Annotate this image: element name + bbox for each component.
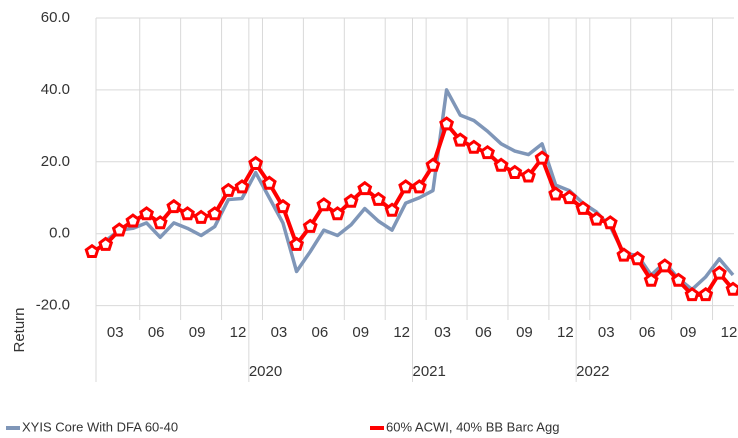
point-marker — [261, 175, 277, 190]
y-tick-label: 40.0 — [41, 81, 70, 98]
point-marker — [343, 193, 359, 208]
point-marker — [548, 186, 564, 201]
point-marker — [507, 164, 523, 179]
x-tick-label: 12 — [230, 324, 247, 341]
point-marker — [398, 179, 414, 194]
point-marker — [139, 206, 155, 221]
point-marker — [602, 215, 618, 230]
point-marker — [166, 198, 182, 214]
point-marker — [98, 236, 114, 251]
x-tick-label: 03 — [598, 324, 615, 341]
x-tick-label: 09 — [516, 324, 533, 341]
point-marker — [289, 236, 305, 251]
point-marker — [670, 272, 686, 287]
point-marker — [425, 157, 441, 172]
year-label: 2021 — [413, 363, 446, 380]
y-tick-label: 0.0 — [49, 225, 70, 242]
point-marker — [316, 197, 332, 212]
point-marker — [616, 247, 632, 262]
point-marker — [193, 209, 209, 224]
point-marker — [493, 157, 509, 172]
point-marker — [411, 179, 427, 194]
x-tick-label: 09 — [680, 324, 697, 341]
point-marker — [207, 206, 223, 221]
point-marker — [111, 222, 127, 237]
x-tick-label: 06 — [639, 324, 656, 341]
y-tick-label: -20.0 — [36, 297, 70, 314]
point-marker — [657, 258, 673, 273]
point-marker — [575, 200, 591, 215]
x-tick-label: 12 — [557, 324, 574, 341]
point-marker — [84, 243, 100, 259]
point-marker — [643, 272, 659, 287]
point-marker — [630, 251, 646, 266]
point-marker — [152, 215, 168, 230]
legend-label: XYIS Core With DFA 60-40 — [22, 419, 178, 434]
point-marker — [125, 213, 141, 228]
y-axis-label: Return — [11, 307, 28, 352]
x-tick-label: 12 — [393, 324, 410, 341]
y-tick-label: 20.0 — [41, 153, 70, 170]
x-tick-label: 06 — [312, 324, 329, 341]
x-tick-label: 09 — [189, 324, 206, 341]
point-marker — [179, 206, 195, 221]
point-marker — [520, 168, 536, 183]
year-label: 2022 — [576, 363, 609, 380]
x-tick-label: 09 — [352, 324, 369, 341]
point-marker — [725, 281, 738, 296]
point-marker — [330, 206, 345, 221]
point-marker — [234, 179, 250, 194]
x-tick-label: 03 — [271, 324, 288, 341]
x-tick-label: 03 — [107, 324, 124, 341]
point-marker — [384, 202, 400, 217]
year-label: 2020 — [249, 363, 282, 380]
point-marker — [452, 132, 468, 147]
point-marker — [684, 286, 700, 302]
point-marker — [275, 198, 291, 214]
legend-label: 60% ACWI, 40% BB Barc Agg — [386, 419, 559, 434]
point-marker — [561, 189, 577, 205]
point-marker — [480, 144, 495, 160]
point-marker — [711, 265, 727, 280]
point-marker — [466, 139, 482, 154]
point-marker — [357, 180, 373, 196]
x-tick-label: 06 — [148, 324, 165, 341]
y-tick-label: 60.0 — [41, 9, 70, 26]
point-marker — [302, 218, 318, 233]
point-marker — [698, 286, 714, 302]
point-marker — [534, 150, 550, 165]
point-marker — [248, 155, 264, 170]
point-marker — [220, 182, 236, 197]
x-tick-label: 06 — [475, 324, 492, 341]
point-marker — [589, 211, 605, 226]
x-tick-label: 03 — [434, 324, 451, 341]
point-marker — [439, 116, 455, 131]
point-marker — [370, 191, 386, 206]
x-tick-label: 12 — [721, 324, 738, 341]
